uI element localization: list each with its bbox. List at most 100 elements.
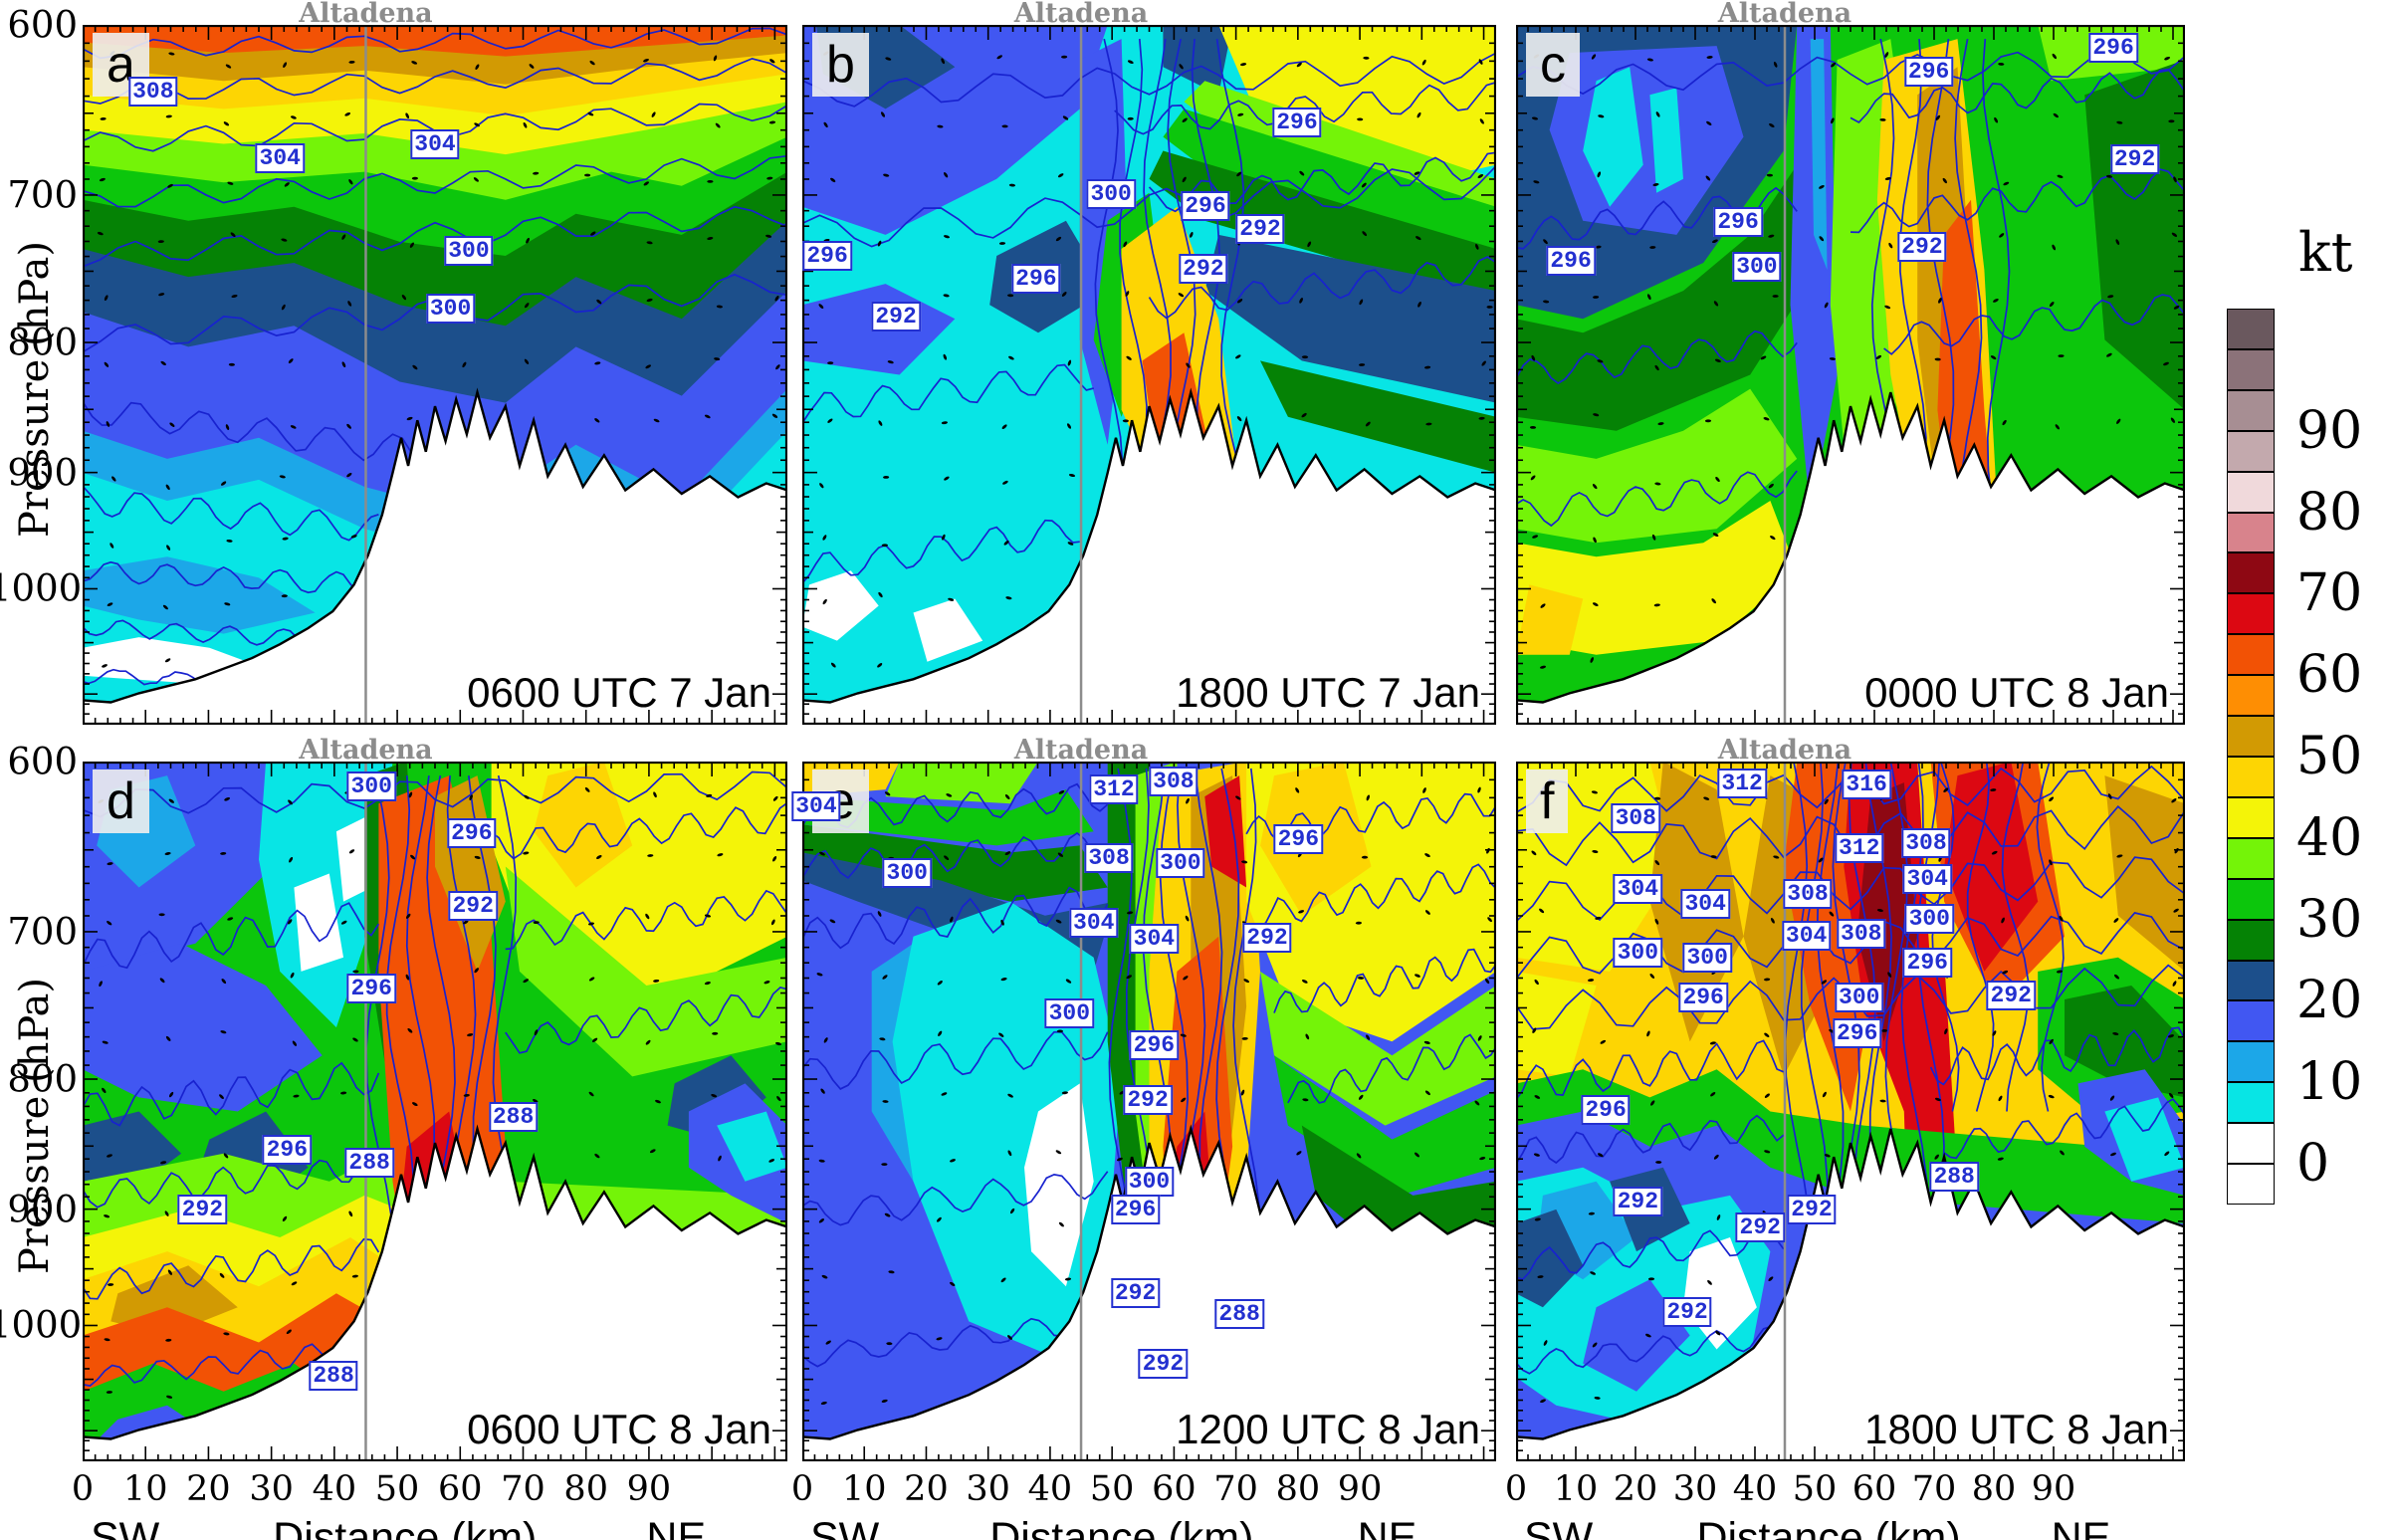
distance-axis-label: Distance (km) xyxy=(1696,1514,1961,1540)
theta-contour-label: 296 xyxy=(802,240,852,271)
distance-tick-label: 70 xyxy=(501,1469,545,1509)
colorbar-tick-label: 40 xyxy=(2296,807,2363,868)
altadena-marker-label: Altadena xyxy=(1013,735,1149,766)
theta-contour-label: 296 xyxy=(346,973,396,1003)
theta-contour-label: 304 xyxy=(1680,888,1730,919)
theta-contour-label: 292 xyxy=(1179,254,1228,285)
distance-tick-label: 50 xyxy=(374,1469,420,1509)
theta-contour-label: 296 xyxy=(1129,1029,1180,1060)
distance-tick-label: 90 xyxy=(1337,1469,1383,1509)
theta-contour-label: 288 xyxy=(344,1147,394,1178)
theta-contour-label: 288 xyxy=(1214,1299,1264,1330)
sw-end-label: SW xyxy=(810,1514,880,1540)
theta-contour-label: 308 xyxy=(1611,802,1660,833)
pressure-tick-label: 700 xyxy=(7,910,78,954)
colorbar-tick-label: 30 xyxy=(2296,889,2363,950)
altadena-marker-label: Altadena xyxy=(1717,0,1852,29)
ne-end-label: NE xyxy=(1357,1514,1417,1540)
theta-contour-label: 304 xyxy=(791,790,841,821)
theta-contour-label: 296 xyxy=(2088,33,2138,64)
colorbar-legend xyxy=(2227,309,2275,1205)
distance-tick-label: 30 xyxy=(249,1469,294,1509)
theta-contour-label: 292 xyxy=(448,890,498,921)
colorbar-cell xyxy=(2227,1041,2275,1083)
colorbar-cell xyxy=(2227,837,2275,879)
theta-contour-label: 296 xyxy=(1902,947,1952,978)
sw-end-label: SW xyxy=(91,1514,160,1540)
distance-tick-label: 40 xyxy=(1732,1469,1778,1509)
colorbar-cell xyxy=(2227,919,2275,961)
ne-end-label: NE xyxy=(2051,1514,2111,1540)
pressure-tick-label: 1000 xyxy=(0,566,83,610)
distance-tick-label: 0 xyxy=(71,1469,95,1509)
theta-contour-label: 292 xyxy=(1897,231,1947,262)
theta-contour-label: 300 xyxy=(346,771,396,802)
distance-tick-label: 10 xyxy=(122,1469,168,1509)
theta-contour-label: 304 xyxy=(1902,864,1952,895)
theta-contour-label: 296 xyxy=(1181,191,1230,222)
theta-contour-label: 292 xyxy=(1138,1348,1189,1379)
colorbar-cell xyxy=(2227,512,2275,553)
distance-tick-label: 90 xyxy=(626,1469,672,1509)
theta-contour-label: 300 xyxy=(444,236,494,267)
theta-contour-label: 296 xyxy=(1713,207,1763,238)
pressure-tick-label: 600 xyxy=(7,740,78,783)
pressure-tick-label: 900 xyxy=(7,451,78,495)
theta-contour-label: 292 xyxy=(1242,923,1292,954)
theta-contour-label: 300 xyxy=(1124,1166,1175,1197)
theta-contour-label: 296 xyxy=(262,1135,313,1166)
pressure-tick-label: 600 xyxy=(7,3,78,47)
theta-contour-label: 300 xyxy=(1835,982,1884,1012)
pressure-tick-label: 900 xyxy=(7,1188,78,1231)
theta-contour-label: 308 xyxy=(128,76,178,107)
panel-time-label: 0600 UTC 8 Jan xyxy=(467,1406,771,1452)
cross-section-panel-e: Altadena e 1200 UTC 8 Jan 30430031230830… xyxy=(791,735,1496,1540)
panel-time-label: 0000 UTC 8 Jan xyxy=(1864,669,2169,716)
theta-contour-label: 292 xyxy=(871,302,921,332)
theta-contour-label: 292 xyxy=(1787,1194,1837,1224)
colorbar-cell xyxy=(2227,389,2275,431)
panel-time-label: 0600 UTC 7 Jan xyxy=(467,669,771,716)
theta-contour-label: 308 xyxy=(1084,843,1134,873)
cross-section-panel-f: Altadena f 1800 UTC 8 Jan 312 316 308 312 30… xyxy=(1505,735,2185,1540)
theta-contour-label: 292 xyxy=(1613,1187,1663,1217)
theta-contour-label: 304 xyxy=(1129,923,1180,954)
theta-contour-label: 300 xyxy=(1156,847,1205,878)
colorbar-tick-label: 90 xyxy=(2296,400,2363,461)
cross-section-panel-c: Altadena c 0000 UTC 8 Jan 296 296 296 300 29… xyxy=(1516,0,2185,725)
altadena-marker-label: Altadena xyxy=(299,735,433,766)
theta-contour-label: 288 xyxy=(488,1102,539,1133)
theta-contour-label: 296 xyxy=(1678,982,1728,1012)
colorbar-cell xyxy=(2227,593,2275,635)
distance-tick-label: 10 xyxy=(841,1469,887,1509)
distance-axis-label: Distance (km) xyxy=(273,1514,538,1540)
colorbar-cell xyxy=(2227,1164,2275,1205)
theta-contour-label: 308 xyxy=(1901,828,1951,859)
colorbar-tick-label: 60 xyxy=(2296,645,2363,706)
cross-section-panel-a: Altadena a 0600 UTC 7 Jan 308 304 304 300 30… xyxy=(83,0,787,725)
colorbar-tick-label: 80 xyxy=(2296,482,2363,543)
altadena-marker-label: Altadena xyxy=(299,0,433,29)
distance-tick-label: 50 xyxy=(1089,1469,1135,1509)
theta-contour-label: 292 xyxy=(1986,980,2036,1010)
distance-axis-label: Distance (km) xyxy=(989,1514,1254,1540)
colorbar-tick-label: 50 xyxy=(2296,727,2363,786)
distance-tick-label: 40 xyxy=(312,1469,357,1509)
colorbar-title: kt xyxy=(2298,221,2353,284)
pressure-axis-label: Pressure (hPa) xyxy=(12,977,58,1274)
colorbar-cell xyxy=(2227,960,2275,1001)
theta-contour-label: 296 xyxy=(1273,824,1324,855)
distance-tick-label: 30 xyxy=(1672,1469,1718,1509)
colorbar-cell xyxy=(2227,756,2275,797)
theta-contour-label: 296 xyxy=(1272,107,1322,137)
panel-time-label: 1800 UTC 7 Jan xyxy=(1176,669,1480,716)
pressure-tick-label: 700 xyxy=(7,173,78,217)
theta-contour-label: 304 xyxy=(1069,907,1119,938)
theta-contour-label: 296 xyxy=(1833,1017,1882,1048)
theta-contour-label: 296 xyxy=(1011,264,1061,295)
colorbar-cell xyxy=(2227,796,2275,838)
distance-tick-label: 70 xyxy=(1911,1469,1957,1509)
distance-tick-label: 20 xyxy=(186,1469,231,1509)
ne-end-label: NE xyxy=(646,1514,707,1540)
theta-contour-label: 300 xyxy=(1682,942,1732,973)
